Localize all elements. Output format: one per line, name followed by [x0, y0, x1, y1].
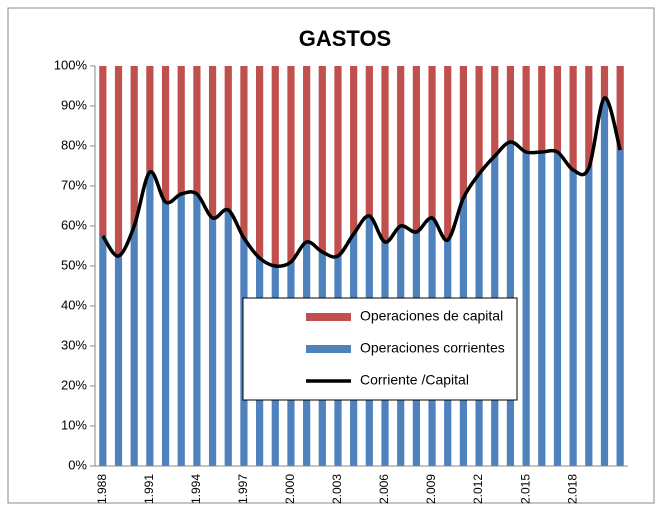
bar-segment — [99, 236, 107, 466]
y-tick-label: 100% — [54, 57, 88, 72]
bar-segment — [130, 226, 138, 466]
bar-segment — [522, 152, 530, 466]
bar-segment — [240, 66, 248, 238]
bar-segment — [99, 66, 107, 236]
y-tick-label: 10% — [61, 417, 87, 432]
bar-segment — [318, 66, 326, 252]
y-tick-label: 90% — [61, 97, 87, 112]
x-tick-label: 2.000 — [283, 474, 297, 504]
bar-segment — [130, 66, 138, 226]
x-tick-label: 2.003 — [330, 474, 344, 504]
bar-segment — [224, 66, 232, 210]
bar-segment — [569, 170, 577, 466]
x-tick-label: 1.997 — [236, 474, 250, 504]
y-tick-label: 70% — [61, 177, 87, 192]
x-tick-label: 2.009 — [424, 474, 438, 504]
bar-segment — [224, 210, 232, 466]
bar-segment — [569, 66, 577, 170]
bar-segment — [475, 66, 483, 174]
legend-swatch — [306, 313, 351, 321]
bar-segment — [616, 66, 624, 150]
bar-segment — [600, 98, 609, 466]
bar-segment — [350, 66, 358, 234]
legend-label: Operaciones corrientes — [360, 340, 505, 356]
x-tick-label: 2.012 — [471, 474, 485, 504]
y-tick-label: 50% — [61, 257, 87, 272]
bar-segment — [334, 66, 342, 256]
bar-segment — [303, 66, 311, 242]
chart-title: GASTOS — [299, 26, 392, 51]
y-tick-label: 80% — [61, 137, 87, 152]
x-tick-label: 2.018 — [565, 474, 579, 504]
bar-segment — [271, 66, 279, 266]
x-tick-label: 1.991 — [142, 474, 156, 504]
bar-segment — [459, 66, 468, 198]
bar-segment — [365, 66, 373, 216]
bar-segment — [585, 66, 593, 168]
bar-segment — [193, 194, 201, 466]
bar-segment — [193, 66, 201, 194]
bar-segment — [412, 66, 420, 232]
bar-segment — [146, 66, 154, 172]
bar-segment — [208, 66, 217, 218]
bar-segment — [161, 202, 170, 466]
bar-segment — [491, 66, 499, 156]
bar-segment — [397, 66, 405, 226]
y-tick-label: 20% — [61, 377, 87, 392]
y-tick-label: 60% — [61, 217, 87, 232]
x-tick-label: 2.015 — [518, 474, 532, 504]
bar-segment — [177, 66, 185, 194]
x-tick-label: 1.994 — [189, 474, 203, 504]
bar-segment — [538, 152, 546, 466]
bar-segment — [506, 66, 515, 142]
bar-segment — [428, 66, 436, 218]
legend-label: Operaciones de capital — [360, 308, 503, 324]
bar-segment — [177, 194, 185, 466]
y-tick-label: 40% — [61, 297, 87, 312]
bar-segment — [146, 172, 154, 466]
bar-segment — [444, 66, 452, 240]
bar-segment — [255, 66, 264, 258]
bar-segment — [208, 218, 217, 466]
bar-segment — [161, 66, 170, 202]
bar-segment — [553, 66, 562, 152]
bar-segment — [585, 168, 593, 466]
bar-segment — [616, 150, 624, 466]
bar-segment — [553, 152, 562, 466]
bar-segment — [522, 66, 530, 152]
legend-box — [242, 297, 518, 401]
bar-segment — [114, 256, 123, 466]
legend-swatch — [306, 345, 351, 353]
bar-segment — [114, 66, 123, 256]
bar-segment — [381, 66, 389, 242]
bar-segment — [538, 66, 546, 152]
x-tick-label: 1.988 — [95, 474, 109, 504]
y-tick-label: 30% — [61, 337, 87, 352]
bar-segment — [287, 66, 295, 262]
legend-label: Corriente /Capital — [360, 372, 469, 388]
y-tick-label: 0% — [68, 457, 87, 472]
bar-segment — [600, 66, 609, 98]
line — [101, 96, 622, 268]
x-tick-label: 2.006 — [377, 474, 391, 504]
